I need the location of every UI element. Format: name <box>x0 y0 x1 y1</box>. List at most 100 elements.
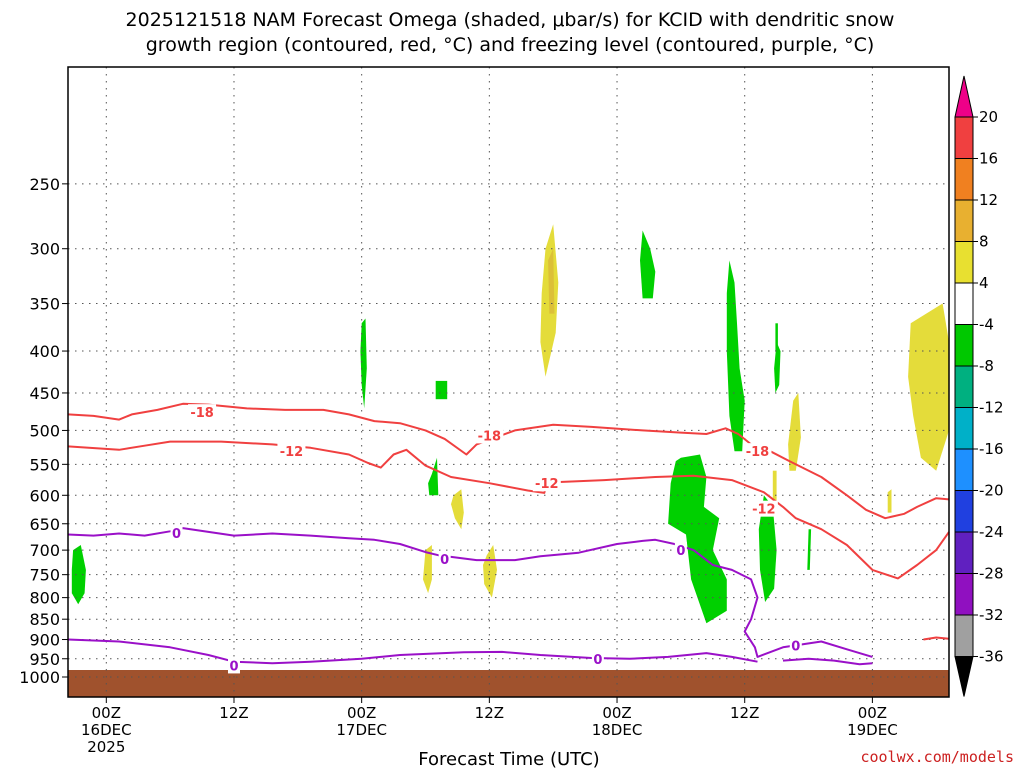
y-tick-label: 750 <box>29 566 60 585</box>
omega-shade-green <box>807 529 812 570</box>
y-tick-label: 1000 <box>19 668 60 687</box>
colorbar-swatch <box>954 614 974 657</box>
colorbar-label: -16 <box>979 440 1004 458</box>
contour-label-bg <box>532 475 561 492</box>
omega-shade-yellow <box>451 489 464 530</box>
contour-label-bg <box>475 427 504 444</box>
colorbar-swatch <box>954 531 974 574</box>
x-tick-label: 00Z <box>92 704 121 722</box>
colorbar-label: -12 <box>979 399 1004 417</box>
contour-purple-0-upper <box>67 527 873 658</box>
omega-shade-yellow <box>772 470 777 502</box>
colorbar-label: -36 <box>979 648 1004 666</box>
contour-label: 0 <box>791 639 800 654</box>
colorbar-label: -4 <box>979 316 994 334</box>
y-axis: 250 300 350 400 450 500 550 600 650 700 750 800 850 9… <box>19 175 68 687</box>
contour-label: 0 <box>229 659 238 674</box>
contour-purple-0-lower <box>67 638 758 665</box>
omega-shade-green <box>668 454 727 624</box>
contour-label-bg <box>749 500 778 517</box>
y-tick-label: 500 <box>29 421 60 440</box>
y-tick-label: 350 <box>29 295 60 314</box>
omega-shade-green <box>640 230 656 299</box>
contour-label: -12 <box>535 477 559 492</box>
colorbar-top-arrow <box>954 75 974 118</box>
colorbar-swatch <box>954 365 974 408</box>
x-tick-label: 2025 <box>87 738 125 756</box>
colorbar-swatch <box>954 158 974 201</box>
colorbar-swatch <box>954 407 974 450</box>
x-tick-label: 12Z <box>475 704 504 722</box>
colorbar-swatch <box>954 116 974 159</box>
colorbar-label: 16 <box>979 150 998 168</box>
y-tick-label: 850 <box>29 610 60 629</box>
omega-shade-core <box>548 248 555 314</box>
contour-red-lower <box>923 636 950 641</box>
contour-label: -12 <box>752 503 776 518</box>
colorbar-swatch <box>954 448 974 491</box>
colorbar-swatch <box>954 241 974 284</box>
contour-label: -18 <box>478 429 502 444</box>
colorbar-swatch <box>954 282 974 325</box>
chart-title-line-1: 2025121518 NAM Forecast Omega (shaded, μ… <box>126 9 895 31</box>
omega-shade-green <box>774 342 781 393</box>
x-axis-label: Forecast Time (UTC) <box>418 749 599 768</box>
contour-lines <box>67 402 950 666</box>
plot-frame <box>67 66 950 698</box>
x-tick-label: 19DEC <box>847 721 898 739</box>
omega-shade-yellow <box>423 545 432 594</box>
x-tick-label: 17DEC <box>336 721 387 739</box>
colorbar-label: -8 <box>979 357 994 375</box>
x-tick-label: 00Z <box>858 704 887 722</box>
colorbar-bottom-arrow <box>954 656 974 697</box>
contour-label: 0 <box>676 544 685 559</box>
contour-label-bg <box>227 657 240 674</box>
omega-shade-yellow <box>483 545 497 598</box>
x-tick-label: 16DEC <box>81 721 132 739</box>
y-tick-label: 250 <box>29 175 60 194</box>
colorbar-label: 8 <box>979 233 989 251</box>
contour-label: 0 <box>593 653 602 668</box>
contour-purple-0-small <box>782 657 873 666</box>
x-tick-label: 00Z <box>602 704 631 722</box>
credit-link[interactable]: coolwx.com/models <box>860 748 1014 766</box>
contour-label: 0 <box>440 553 449 568</box>
x-tick-label: 18DEC <box>592 721 643 739</box>
contour-label-bg <box>674 542 687 559</box>
contour-red-minus12 <box>67 440 950 580</box>
colorbar: 20 16 12 8 4 -4 -8 -12 -16 -20 -24 -28 -32 -36 <box>954 75 1004 697</box>
terrain-ground <box>68 670 949 697</box>
contour-label: 0 <box>172 527 181 542</box>
colorbar-label: 12 <box>979 191 998 209</box>
plot-area <box>68 224 949 697</box>
omega-shade-yellow <box>908 303 949 471</box>
colorbar-swatch <box>954 199 974 242</box>
contour-red-minus18 <box>67 402 752 456</box>
colorbar-label: 4 <box>979 274 989 292</box>
omega-shade-green <box>758 495 777 602</box>
omega-shade-green <box>775 323 778 352</box>
y-tick-label: 550 <box>29 455 60 474</box>
colorbar-swatch <box>954 490 974 533</box>
contour-label: -12 <box>280 445 304 460</box>
contour-label-bg <box>438 551 451 568</box>
x-tick-label: 12Z <box>219 704 248 722</box>
y-tick-label: 650 <box>29 515 60 534</box>
y-tick-label: 900 <box>29 631 60 650</box>
contour-label-bg <box>591 650 604 667</box>
omega-shade-green <box>71 545 86 605</box>
colorbar-label: -24 <box>979 523 1004 541</box>
contour-label-bg <box>188 404 217 421</box>
colorbar-label: 20 <box>979 108 998 126</box>
grid-lines <box>68 67 949 697</box>
contour-label-bg <box>743 443 772 460</box>
omega-shade-green <box>360 318 367 409</box>
contour-label: -18 <box>746 445 770 460</box>
omega-shade-green <box>435 380 448 400</box>
y-tick-label: 600 <box>29 486 60 505</box>
contour-labels: -18 -12 -18 -12 -18 -12 0 0 0 0 0 0 <box>170 404 802 674</box>
omega-shade-green <box>726 260 745 452</box>
contour-label: -18 <box>190 406 214 421</box>
y-tick-label: 800 <box>29 589 60 608</box>
